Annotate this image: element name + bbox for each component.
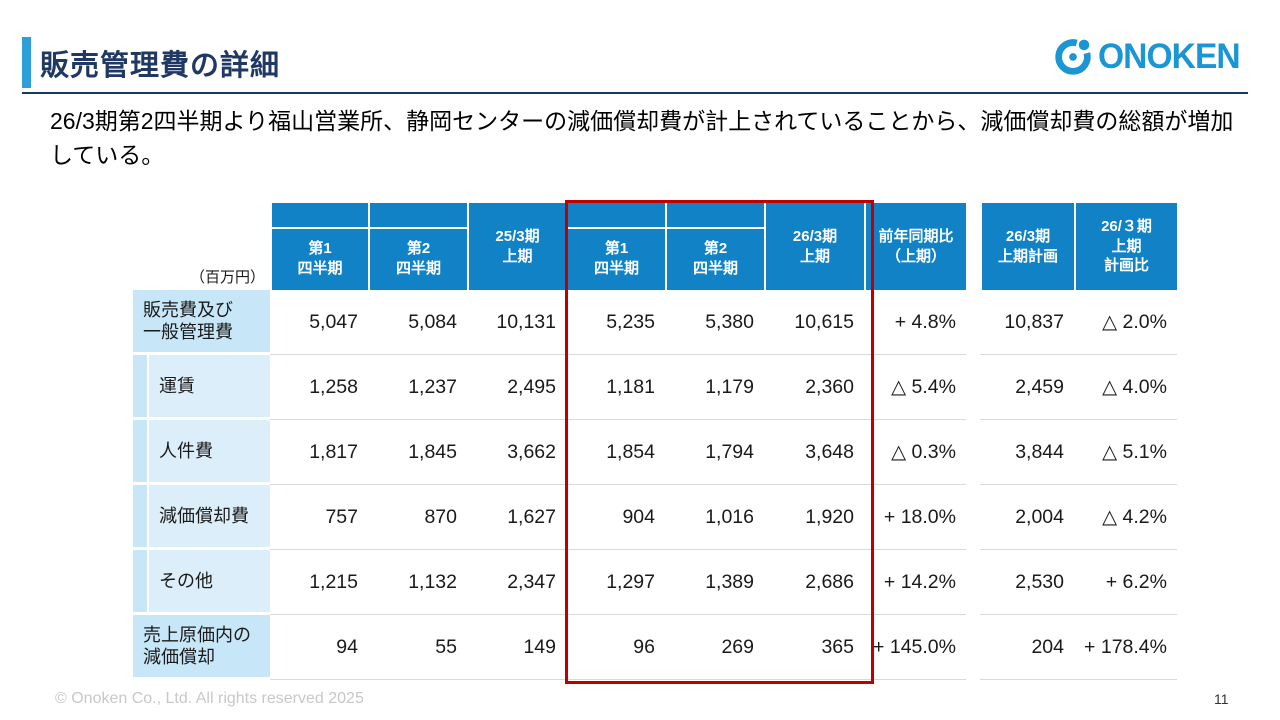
- table-cell: 10,837: [980, 290, 1074, 355]
- table-cell: 2,459: [980, 355, 1074, 420]
- indent-strip: [133, 550, 147, 612]
- indent-strip: [133, 420, 147, 482]
- table-cell: 96: [566, 615, 665, 680]
- table-cell: 1,920: [764, 485, 864, 550]
- table-cell: 3,662: [467, 420, 566, 485]
- table-cell: 5,235: [566, 290, 665, 355]
- page-title: 販売管理費の詳細: [40, 50, 281, 82]
- table-cell: 2,347: [467, 550, 566, 615]
- table-cell: 5,084: [368, 290, 467, 355]
- table-cell: 2,360: [764, 355, 864, 420]
- table-cell: 1,237: [368, 355, 467, 420]
- column-header: 25/3期 上期: [467, 203, 566, 290]
- table-cell: 1,181: [566, 355, 665, 420]
- table-cell: 870: [368, 485, 467, 550]
- column-gap: [966, 615, 980, 680]
- logo-mark-icon: [1050, 32, 1096, 83]
- table-cell: 5,047: [270, 290, 368, 355]
- table-cell: 10,615: [764, 290, 864, 355]
- table-cell: 1,389: [665, 550, 764, 615]
- table-cell: △ 2.0%: [1074, 290, 1177, 355]
- table-cell: 1,817: [270, 420, 368, 485]
- table-cell: 365: [764, 615, 864, 680]
- row-label: その他: [133, 550, 270, 615]
- column-header: 第1 四半期: [566, 203, 665, 290]
- table-cell: △ 5.1%: [1074, 420, 1177, 485]
- table-cell: 1,215: [270, 550, 368, 615]
- row-label: 人件費: [133, 420, 270, 485]
- table-cell: 5,380: [665, 290, 764, 355]
- column-header: 前年同期比 （上期）: [864, 203, 966, 290]
- onoken-logo: ONOKEN: [1050, 34, 1246, 80]
- column-header: 第2 四半期: [665, 203, 764, 290]
- column-header: 26/3期 上期計画: [980, 203, 1074, 290]
- row-label: 減価償却費: [133, 485, 270, 550]
- column-gap: [966, 290, 980, 355]
- table-cell: 2,530: [980, 550, 1074, 615]
- row-label: 運賃: [133, 355, 270, 420]
- table-cell: 1,845: [368, 420, 467, 485]
- table-cell: + 18.0%: [864, 485, 966, 550]
- table-cell: 904: [566, 485, 665, 550]
- table-cell: + 178.4%: [1074, 615, 1177, 680]
- table-cell: 1,627: [467, 485, 566, 550]
- column-header: 第2 四半期: [368, 203, 467, 290]
- table-cell: 1,016: [665, 485, 764, 550]
- table-cell: 1,258: [270, 355, 368, 420]
- table-cell: + 4.8%: [864, 290, 966, 355]
- indent-strip: [133, 355, 147, 417]
- table-cell: 2,686: [764, 550, 864, 615]
- table-cell: 1,132: [368, 550, 467, 615]
- table-cell: 3,648: [764, 420, 864, 485]
- indent-strip: [133, 485, 147, 547]
- table-cell: 204: [980, 615, 1074, 680]
- lead-text: 26/3期第2四半期より福山営業所、静岡センターの減価償却費が計上されていること…: [50, 108, 1234, 168]
- table-cell: 2,495: [467, 355, 566, 420]
- column-gap: [966, 485, 980, 550]
- table-cell: 55: [368, 615, 467, 680]
- page-number: 11: [1214, 691, 1229, 707]
- column-header: 26/３期 上期 計画比: [1074, 203, 1177, 290]
- column-gap: [966, 355, 980, 420]
- title-divider: [22, 92, 1248, 94]
- logo-wordmark: ONOKEN: [1098, 37, 1241, 76]
- table-cell: + 14.2%: [864, 550, 966, 615]
- table-cell: △ 5.4%: [864, 355, 966, 420]
- table-cell: 757: [270, 485, 368, 550]
- column-gap: [966, 420, 980, 485]
- table-cell: 1,297: [566, 550, 665, 615]
- table-cell: 1,179: [665, 355, 764, 420]
- table-cell: △ 0.3%: [864, 420, 966, 485]
- table-cell: 94: [270, 615, 368, 680]
- unit-label: （百万円）: [189, 269, 265, 286]
- table-cell: 1,854: [566, 420, 665, 485]
- table-cell: 2,004: [980, 485, 1074, 550]
- column-header: 26/3期 上期: [764, 203, 864, 290]
- table-cell: 149: [467, 615, 566, 680]
- table-cell: 269: [665, 615, 764, 680]
- row-label: 販売費及び 一般管理費: [133, 290, 270, 355]
- table-cell: △ 4.0%: [1074, 355, 1177, 420]
- column-gap: [966, 203, 980, 290]
- table-cell: 10,131: [467, 290, 566, 355]
- table-cell: + 145.0%: [864, 615, 966, 680]
- row-label: 売上原価内の 減価償却: [133, 615, 270, 680]
- footer-copyright: © Onoken Co., Ltd. All rights reserved 2…: [55, 690, 364, 707]
- table-cell: 1,794: [665, 420, 764, 485]
- table-cell: 3,844: [980, 420, 1074, 485]
- expense-table: （百万円） 第1 四半期 第2 四半期 25/3期 上期 第1 四半期 第2 四半期 26/3期 上期前…: [133, 203, 1177, 680]
- table-cell: + 6.2%: [1074, 550, 1177, 615]
- column-gap: [966, 550, 980, 615]
- column-header: 第1 四半期: [270, 203, 368, 290]
- title-accent-bar: [22, 37, 31, 88]
- table-cell: △ 4.2%: [1074, 485, 1177, 550]
